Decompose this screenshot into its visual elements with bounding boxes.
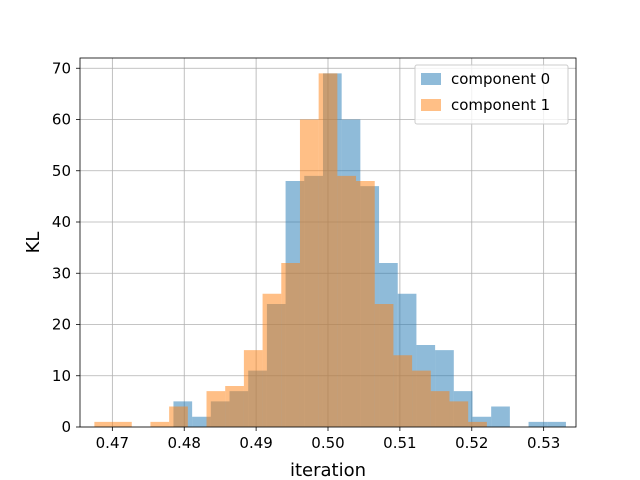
x-tick-label-6: 0.53 <box>527 434 560 452</box>
bar-component-1-bin-13 <box>337 175 357 427</box>
bar-component-1-bin-19 <box>449 401 469 427</box>
histogram-bars <box>94 73 566 427</box>
y-axis: 0 10 20 30 40 50 60 70 <box>52 59 80 436</box>
x-axis: 0.47 0.48 0.49 0.50 0.51 0.52 0.53 <box>96 427 560 452</box>
bar-component-1-bin-14 <box>356 181 375 427</box>
y-tick-label-0: 0 <box>61 418 71 436</box>
x-tick-label-1: 0.48 <box>168 434 201 452</box>
bar-component-1-bin-18 <box>430 391 450 427</box>
x-tick-label-3: 0.50 <box>311 434 344 452</box>
legend-swatch-component-0 <box>421 73 441 85</box>
legend-label-component-0: component 0 <box>451 70 550 88</box>
bar-component-1-bin-11 <box>299 119 319 427</box>
bar-component-1-bin-4 <box>169 406 188 427</box>
bar-component-1-bin-1 <box>113 421 132 427</box>
bar-component-1-bin-17 <box>412 370 431 427</box>
x-tick-label-4: 0.51 <box>383 434 416 452</box>
legend-swatch-component-1 <box>421 99 441 111</box>
x-tick-label-5: 0.52 <box>455 434 488 452</box>
series-component-1 <box>94 73 487 427</box>
y-tick-label-6: 60 <box>52 111 71 129</box>
bar-component-1-bin-12 <box>318 73 338 427</box>
x-tick-label-0: 0.47 <box>96 434 129 452</box>
bar-component-1-bin-3 <box>150 421 170 427</box>
bar-component-1-bin-20 <box>468 421 487 427</box>
bar-component-1-bin-9 <box>262 293 282 427</box>
bar-component-1-bin-16 <box>393 355 413 427</box>
y-tick-label-3: 30 <box>52 264 71 282</box>
bar-component-1-bin-6 <box>206 391 226 427</box>
y-tick-label-7: 70 <box>52 59 71 77</box>
y-tick-label-1: 10 <box>52 367 71 385</box>
bar-component-0-bin-1 <box>192 416 211 427</box>
bar-component-0-bin-19 <box>528 421 548 427</box>
legend-label-component-1: component 1 <box>451 96 550 114</box>
x-tick-label-2: 0.49 <box>239 434 272 452</box>
legend-box <box>414 64 569 125</box>
bar-component-1-bin-8 <box>243 350 263 427</box>
bar-component-1-bin-15 <box>374 304 394 427</box>
bar-component-0-bin-17 <box>491 406 510 427</box>
x-axis-label: iteration <box>290 460 366 480</box>
legend: component 0 component 1 <box>414 64 569 125</box>
bar-component-0-bin-20 <box>547 421 566 427</box>
bar-component-1-bin-0 <box>94 421 114 427</box>
bar-component-1-bin-7 <box>225 386 244 427</box>
y-tick-label-5: 50 <box>52 162 71 180</box>
y-axis-label: KL <box>23 232 44 254</box>
y-tick-label-4: 40 <box>52 213 71 231</box>
y-tick-label-2: 20 <box>52 316 71 334</box>
bar-component-1-bin-10 <box>281 263 300 427</box>
